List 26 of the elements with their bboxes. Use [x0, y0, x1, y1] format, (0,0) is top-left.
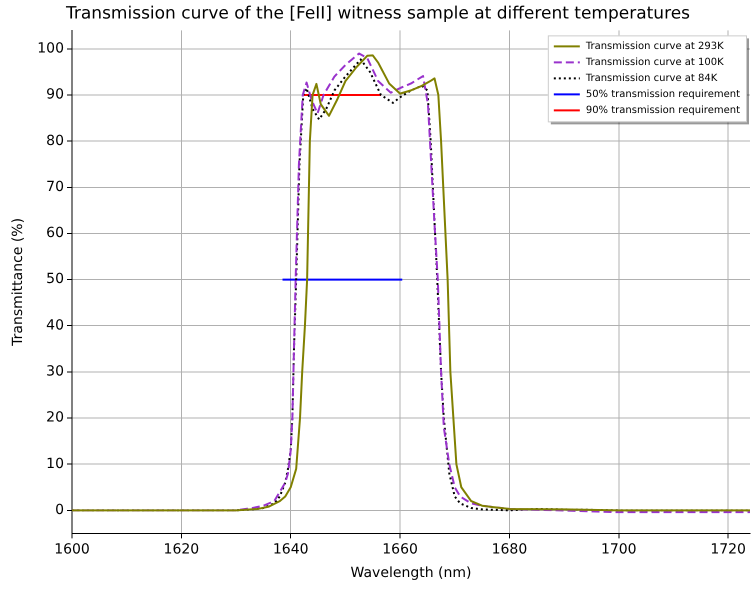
legend-label: Transmission curve at 84K	[584, 72, 718, 84]
x-tick-label: 1720	[710, 541, 746, 558]
y-tick-label: 50	[46, 271, 64, 288]
x-tick-label: 1600	[54, 541, 90, 558]
legend-label: 50% transmission requirement	[586, 88, 740, 100]
y-tick-label: 90	[46, 86, 64, 103]
y-tick-label: 30	[46, 364, 64, 380]
x-tick-label: 1660	[382, 541, 418, 558]
y-tick-label: 20	[46, 410, 64, 426]
y-axis-title: Transmittance (%)	[10, 218, 26, 347]
y-tick-label: 40	[46, 317, 64, 334]
y-tick-label: 70	[46, 178, 64, 195]
y-tick-label: 100	[37, 40, 64, 56]
y-tick-label: 60	[46, 225, 64, 242]
x-tick-label: 1640	[272, 541, 309, 558]
y-tick-label: 0	[55, 502, 64, 518]
y-tick-label: 80	[46, 132, 64, 149]
x-tick-label: 1700	[600, 541, 637, 558]
x-axis-title: Wavelength (nm)	[350, 565, 472, 582]
y-tick-label: 10	[46, 456, 64, 472]
legend-label: Transmission curve at 100K	[584, 56, 724, 68]
legend-label: 90% transmission requirement	[586, 104, 740, 116]
legend-label: Transmission curve at 293K	[584, 40, 724, 52]
x-tick-label: 1620	[164, 541, 200, 558]
chart-title: Transmission curve of the [FeII] witness sample at different temperatures	[64, 4, 690, 24]
x-tick-label: 1680	[492, 541, 528, 558]
